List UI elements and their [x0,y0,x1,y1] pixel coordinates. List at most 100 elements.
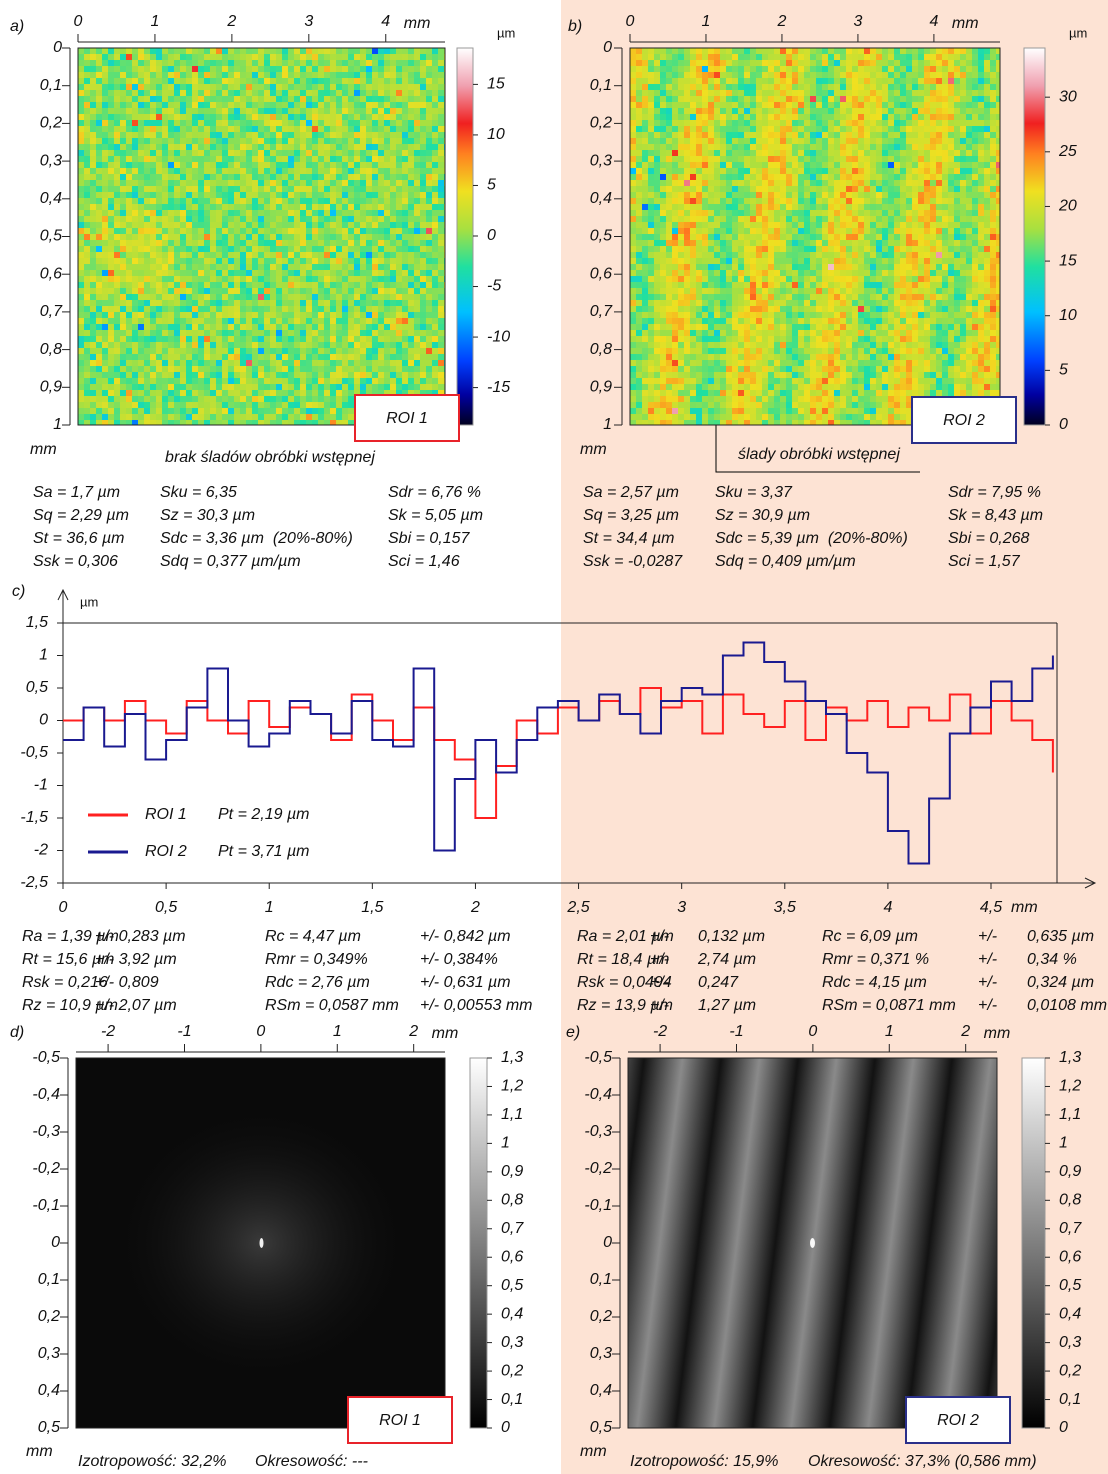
surface-pixel [108,204,114,210]
surface-pixel [954,48,960,54]
surface-pixel [240,150,246,156]
surface-pixel [846,84,852,90]
surface-pixel [384,90,390,96]
surface-pixel [264,222,270,228]
surface-pixel [402,54,408,60]
surface-pixel [84,186,90,192]
surface-pixel [342,84,348,90]
surface-pixel [396,390,402,396]
surface-pixel [228,174,234,180]
surface-pixel [222,198,228,204]
surface-pixel [978,102,984,108]
surface-pixel [414,174,420,180]
surface-pixel [864,90,870,96]
surface-pixel [918,120,924,126]
surface-pixel [372,342,378,348]
surface-pixel [804,120,810,126]
surface-pixel [426,294,432,300]
surface-pixel [348,192,354,198]
surface-pixel [312,270,318,276]
surface-pixel [138,246,144,252]
surface-pixel [276,174,282,180]
surface-pixel [132,420,138,425]
surface-pixel [210,228,216,234]
surface-pixel [678,78,684,84]
surface-pixel [816,132,822,138]
surface-pixel [222,354,228,360]
surface-pixel [96,324,102,330]
surface-pixel [240,390,246,396]
surface-pixel [330,306,336,312]
surface-pixel [162,306,168,312]
surface-pixel [84,66,90,72]
surface-pixel [948,96,954,102]
surface-pixel [138,330,144,336]
surface-pixel [102,168,108,174]
surface-pixel [300,288,306,294]
surface-pixel [162,270,168,276]
surface-pixel [90,114,96,120]
surface-pixel [744,132,750,138]
surface-pixel [318,162,324,168]
surface-pixel [228,330,234,336]
surface-pixel [336,282,342,288]
surface-pixel [222,396,228,402]
surface-pixel [384,198,390,204]
surface-pixel [930,102,936,108]
surface-pixel [108,306,114,312]
surface-pixel [192,288,198,294]
surface-pixel [84,282,90,288]
surface-pixel [312,54,318,60]
surface-pixel [258,234,264,240]
surface-pixel [264,48,270,54]
surface-pixel [198,192,204,198]
surface-pixel [186,114,192,120]
surface-pixel [102,120,108,126]
surface-pixel [282,222,288,228]
surface-pixel [786,48,792,54]
surface-pixel [204,150,210,156]
surface-pixel [288,132,294,138]
surface-pixel [132,348,138,354]
surface-pixel [246,168,252,174]
surface-pixel [126,252,132,258]
surface-pixel [312,66,318,72]
surface-pixel [318,348,324,354]
surface-pixel [156,144,162,150]
surface-pixel [378,186,384,192]
surface-pixel [360,114,366,120]
surface-pixel [150,408,156,414]
surface-pixel [408,60,414,66]
surface-pixel [240,60,246,66]
surface-pixel [966,132,972,138]
x-tick-label: 0 [74,13,83,30]
surface-pixel [390,294,396,300]
surface-pixel [222,240,228,246]
surface-pixel [912,48,918,54]
surface-pixel [174,114,180,120]
surface-pixel [972,114,978,120]
surface-pixel [972,138,978,144]
surface-pixel [210,138,216,144]
surface-pixel [672,72,678,78]
surface-pixel [84,222,90,228]
surface-pixel [318,372,324,378]
surface-pixel [432,336,438,342]
surface-pixel [330,312,336,318]
surface-pixel [918,84,924,90]
surface-pixel [732,48,738,54]
surface-pixel [126,84,132,90]
surface-pixel [102,342,108,348]
surface-pixel [186,90,192,96]
surface-pixel [828,78,834,84]
surface-pixel [336,306,342,312]
surface-pixel [162,294,168,300]
surface-pixel [372,246,378,252]
surface-pixel [396,264,402,270]
surface-pixel [642,114,648,120]
surface-pixel [360,330,366,336]
surface-pixel [342,384,348,390]
surface-pixel [642,90,648,96]
surface-pixel [222,270,228,276]
surface-pixel [138,384,144,390]
